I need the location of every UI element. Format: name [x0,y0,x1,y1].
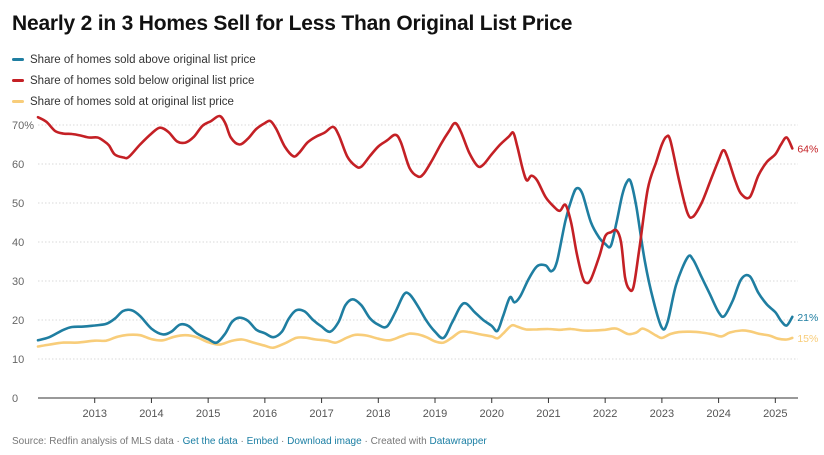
y-tick-label: 40 [12,237,24,249]
end-label-below: 64% [797,143,818,155]
series-layer [36,114,794,350]
chart-title: Nearly 2 in 3 Homes Sell for Less Than O… [12,12,573,35]
series-line-at-list [36,323,794,350]
datawrapper-link[interactable]: Datawrapper [429,436,487,447]
legend-item-below: Share of homes sold below original list … [12,70,256,91]
y-tick-label: 30 [12,276,24,288]
footer-separator: · [278,436,288,447]
legend-item-at: Share of homes sold at original list pri… [12,91,256,112]
line-chart: 0 10 20 30 40 50 60 70% 2013 2014 2015 2016 2017 2018… [12,114,818,420]
embed-link[interactable]: Embed [246,436,279,447]
legend-swatch-at [12,100,24,103]
series-line-below-list [36,114,794,293]
x-tick-label: 2025 [763,408,787,420]
y-tick-label: 50 [12,198,24,210]
x-tick-label: 2013 [82,408,106,420]
legend-swatch-below [12,79,24,82]
y-tick-label: 0 [12,393,18,405]
x-tick-label: 2015 [196,408,220,420]
x-tick-label: 2022 [593,408,617,420]
grid-layer [38,124,798,360]
x-tick-label: 2020 [479,408,503,420]
x-tick-label: 2024 [706,408,730,420]
footer-separator: · [173,436,183,447]
x-tick-label: 2014 [139,408,163,420]
x-tick-label: 2019 [423,408,447,420]
legend-item-above: Share of homes sold above original list … [12,49,256,70]
legend: Share of homes sold above original list … [12,49,256,112]
x-tick-label: 2023 [650,408,674,420]
y-tick-label: 70% [12,120,34,132]
series-line-above-list [36,178,794,345]
end-label-at: 15% [797,333,818,345]
y-tick-label: 20 [12,315,24,327]
source-note: Source: Redfin analysis of MLS data [12,436,174,447]
legend-label-at: Share of homes sold at original list pri… [30,95,234,108]
label-layer: 15% 21% 64% [797,143,818,345]
x-tick-label: 2016 [253,408,277,420]
footer-separator: · [361,436,371,447]
get-data-link[interactable]: Get the data [182,436,238,447]
download-image-link[interactable]: Download image [287,436,362,447]
x-tick-label: 2021 [536,408,560,420]
legend-label-above: Share of homes sold above original list … [30,53,256,66]
y-tick-label: 10 [12,354,24,366]
footer-separator: · [237,436,247,447]
legend-swatch-above [12,58,24,61]
footer: Source: Redfin analysis of MLS data · Ge… [12,436,487,447]
axis-layer: 0 10 20 30 40 50 60 70% 2013 2014 2015 2016 2017 2018… [12,120,798,420]
x-tick-label: 2017 [309,408,333,420]
legend-label-below: Share of homes sold below original list … [30,74,255,87]
end-label-above: 21% [797,312,818,324]
x-tick-label: 2018 [366,408,390,420]
y-tick-label: 60 [12,159,24,171]
created-with-text: Created with [370,436,430,447]
